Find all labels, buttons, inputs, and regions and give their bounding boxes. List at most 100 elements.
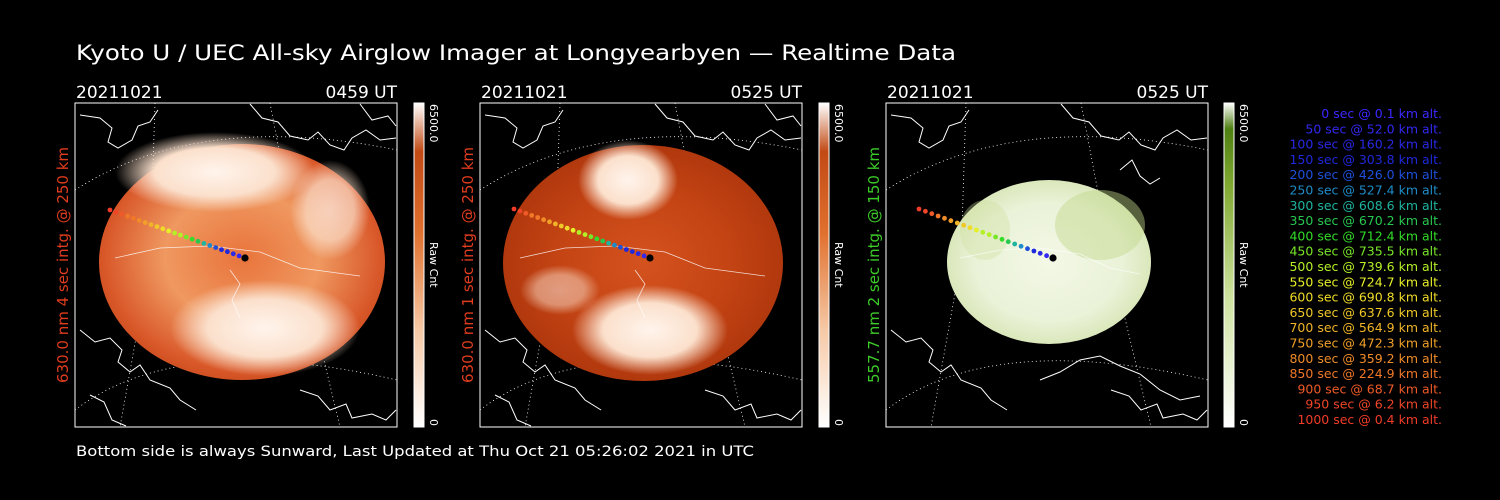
panel-3-frame	[885, 102, 1209, 428]
panel-1-colorbar-max: 6500.0	[427, 104, 440, 143]
legend-entry: 650 sec @ 637.6 km alt.	[1289, 305, 1442, 320]
trajectory-point	[935, 213, 941, 219]
trajectory-point	[606, 240, 611, 246]
trajectory-point	[629, 249, 635, 255]
legend-entry: 700 sec @ 564.9 km alt.	[1289, 320, 1442, 335]
panel-1-colorbar-label: Raw Cnt	[427, 242, 440, 288]
legend-entry: 1000 sec @ 0.4 km alt.	[1297, 412, 1442, 427]
legend-entry: 800 sec @ 359.2 km alt.	[1289, 351, 1442, 366]
legend-entry: 450 sec @ 735.5 km alt.	[1289, 244, 1442, 259]
trajectory-point	[230, 251, 236, 257]
panel-2-time: 0525 UT	[731, 83, 803, 103]
trajectory-point	[974, 227, 979, 233]
legend-entry: 950 sec @ 6.2 km alt.	[1305, 397, 1442, 412]
panel-1-date: 20211021	[76, 83, 163, 103]
trajectory-point	[183, 234, 189, 240]
trajectory-point	[225, 249, 230, 255]
trajectory-point	[236, 253, 242, 259]
footer-note: Bottom side is always Sunward, Last Upda…	[76, 444, 754, 460]
trajectory-point	[594, 236, 600, 242]
trajectory-point	[517, 208, 523, 214]
legend-entry: 400 sec @ 712.4 km alt.	[1289, 228, 1442, 243]
panel-3-side-label: 557.7 nm 2 sec intg. @ 150 km	[865, 147, 883, 383]
panel-3-colorbar-max: 6500.0	[1237, 104, 1250, 143]
trajectory-point	[570, 227, 576, 233]
legend-entry: 150 sec @ 303.8 km alt.	[1289, 152, 1442, 167]
trajectory-point	[125, 213, 130, 219]
trajectory-point	[511, 206, 517, 212]
panel-1-map	[75, 103, 397, 427]
trajectory-point	[154, 224, 160, 230]
trajectory-point	[916, 206, 922, 212]
panel-3-date: 20211021	[887, 83, 974, 103]
trajectory-point	[999, 236, 1005, 242]
trajectory-point	[541, 217, 546, 223]
trajectory-origin-marker	[241, 254, 249, 262]
trajectory-point	[535, 215, 541, 220]
panel-2-colorbar-min: 0	[832, 419, 845, 426]
trajectory-point	[113, 209, 119, 215]
trajectory-point	[635, 251, 641, 257]
trajectory-point	[1044, 253, 1049, 259]
legend-entry: 550 sec @ 724.7 km alt.	[1289, 274, 1442, 289]
panel-2-colorbar	[818, 102, 830, 428]
trajectory-point	[213, 245, 219, 251]
legend-entry: 50 sec @ 52.0 km alt.	[1305, 121, 1442, 136]
trajectory-point	[993, 234, 998, 240]
panel-3-trajectory	[916, 206, 1057, 262]
panel-2-date: 20211021	[481, 83, 568, 103]
trajectory-point	[1012, 241, 1018, 247]
trajectory-point	[986, 232, 992, 238]
trajectory-point	[553, 221, 558, 227]
legend-entry: 200 sec @ 426.0 km alt.	[1289, 167, 1442, 182]
trajectory-point	[107, 207, 113, 213]
trajectory-point	[980, 229, 986, 235]
legend-entry: 350 sec @ 670.2 km alt.	[1289, 213, 1442, 228]
panel-1-colorbar-min: 0	[427, 419, 440, 426]
trajectory-point	[558, 223, 564, 229]
panel-3-map	[886, 103, 1208, 427]
trajectory-point	[967, 225, 973, 231]
trajectory-point	[166, 228, 172, 234]
legend-entry: 750 sec @ 472.3 km alt.	[1289, 336, 1442, 351]
trajectory-point	[600, 238, 606, 244]
trajectory-point	[201, 241, 207, 246]
trajectory-point	[131, 215, 136, 221]
panel-3-colorbar	[1223, 102, 1235, 428]
trajectory-point	[172, 230, 178, 236]
trajectory-point	[948, 218, 954, 224]
panel-3-colorbar-label: Raw Cnt	[1237, 242, 1250, 288]
trajectory-point	[195, 238, 201, 244]
trajectory-point	[612, 242, 617, 248]
trajectory-point	[641, 253, 647, 259]
panel-2-colorbar-label: Raw Cnt	[832, 242, 845, 288]
trajectory-point	[523, 210, 529, 216]
panel-1: 20211021 0459 UT 630.0 nm 4 sec intg. @ …	[54, 83, 440, 428]
legend-entry: 250 sec @ 527.4 km alt.	[1289, 183, 1442, 198]
trajectory-point	[547, 219, 552, 225]
panel-2-side-label: 630.0 nm 1 sec intg. @ 250 km	[459, 147, 477, 383]
legend-entry: 0 sec @ 0.1 km alt.	[1321, 106, 1442, 121]
trajectory-point	[576, 230, 582, 235]
trajectory-point	[1005, 239, 1011, 245]
trajectory-point	[142, 220, 148, 225]
legend-entry: 600 sec @ 690.8 km alt.	[1289, 290, 1442, 305]
trajectory-point	[564, 225, 570, 231]
figure-title: Kyoto U / UEC All-sky Airglow Imager at …	[76, 41, 956, 65]
trajectory-point	[929, 211, 935, 217]
trajectory-point	[1018, 243, 1024, 249]
trajectory-point	[219, 247, 224, 253]
panel-3-time: 0525 UT	[1137, 83, 1209, 103]
trajectory-point	[618, 244, 623, 250]
trajectory-point	[1031, 248, 1037, 254]
panel-3-sky-image	[947, 180, 1151, 344]
trajectory-point	[136, 218, 142, 223]
trajectory-point	[178, 232, 183, 238]
legend-entry: 850 sec @ 224.9 km alt.	[1289, 366, 1442, 381]
trajectory-origin-marker	[1049, 254, 1057, 262]
panel-2-frame	[479, 102, 803, 428]
panel-2-colorbar-max: 6500.0	[832, 104, 845, 143]
panel-2-map	[480, 103, 802, 427]
trajectory-point	[954, 220, 960, 226]
